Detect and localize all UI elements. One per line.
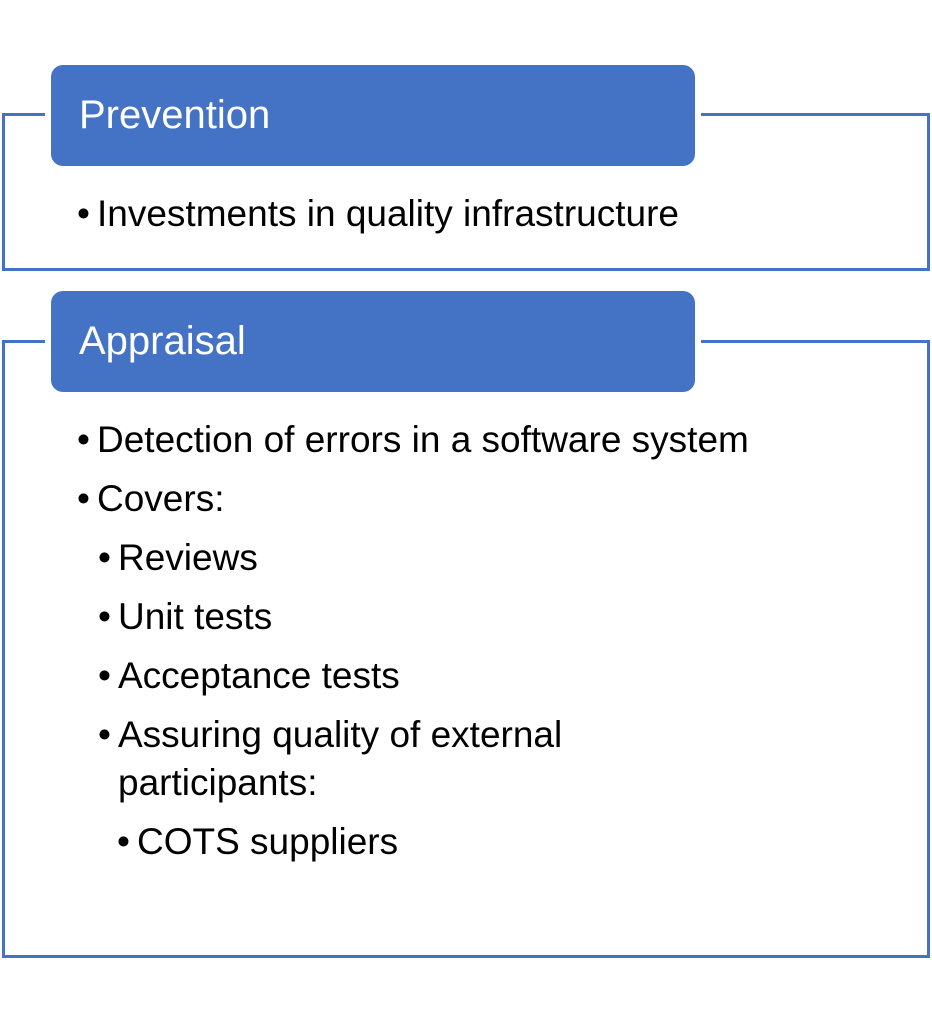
list-item: • Investments in quality infrastructure — [0, 190, 932, 238]
appraisal-title: Appraisal — [79, 319, 246, 363]
list-item-text: COTS suppliers — [137, 821, 399, 862]
list-item-text: Covers: — [97, 478, 225, 519]
list-item-text: Reviews — [118, 537, 258, 578]
appraisal-header: Appraisal — [51, 291, 695, 392]
bullet: • — [98, 596, 111, 637]
prevention-list: • Investments in quality infrastructure — [0, 190, 932, 249]
bullet: • — [77, 419, 90, 460]
appraisal-frame — [2, 340, 930, 958]
list-item: • Assuring quality of external participa… — [0, 711, 932, 807]
list-item: • Covers: — [0, 475, 932, 523]
list-item: • Acceptance tests — [0, 652, 932, 700]
prevention-title: Prevention — [79, 93, 271, 137]
list-item: • Detection of errors in a software syst… — [0, 416, 932, 464]
list-item-text: Unit tests — [118, 596, 273, 637]
list-item: • COTS suppliers — [0, 818, 932, 866]
bullet: • — [98, 714, 111, 755]
list-item: • Reviews — [0, 534, 932, 582]
bullet: • — [98, 655, 111, 696]
list-item-text: Acceptance tests — [118, 655, 400, 696]
bullet: • — [77, 478, 90, 519]
bullet: • — [98, 537, 111, 578]
bullet: • — [77, 193, 90, 234]
list-item-text: Assuring quality of external participant… — [118, 714, 563, 803]
list-item-text: Investments in quality infrastructure — [97, 193, 679, 234]
appraisal-list: • Detection of errors in a software syst… — [0, 416, 932, 877]
prevention-header: Prevention — [51, 65, 695, 166]
list-item: • Unit tests — [0, 593, 932, 641]
list-item-text: Detection of errors in a software system — [97, 419, 749, 460]
bullet: • — [117, 821, 130, 862]
